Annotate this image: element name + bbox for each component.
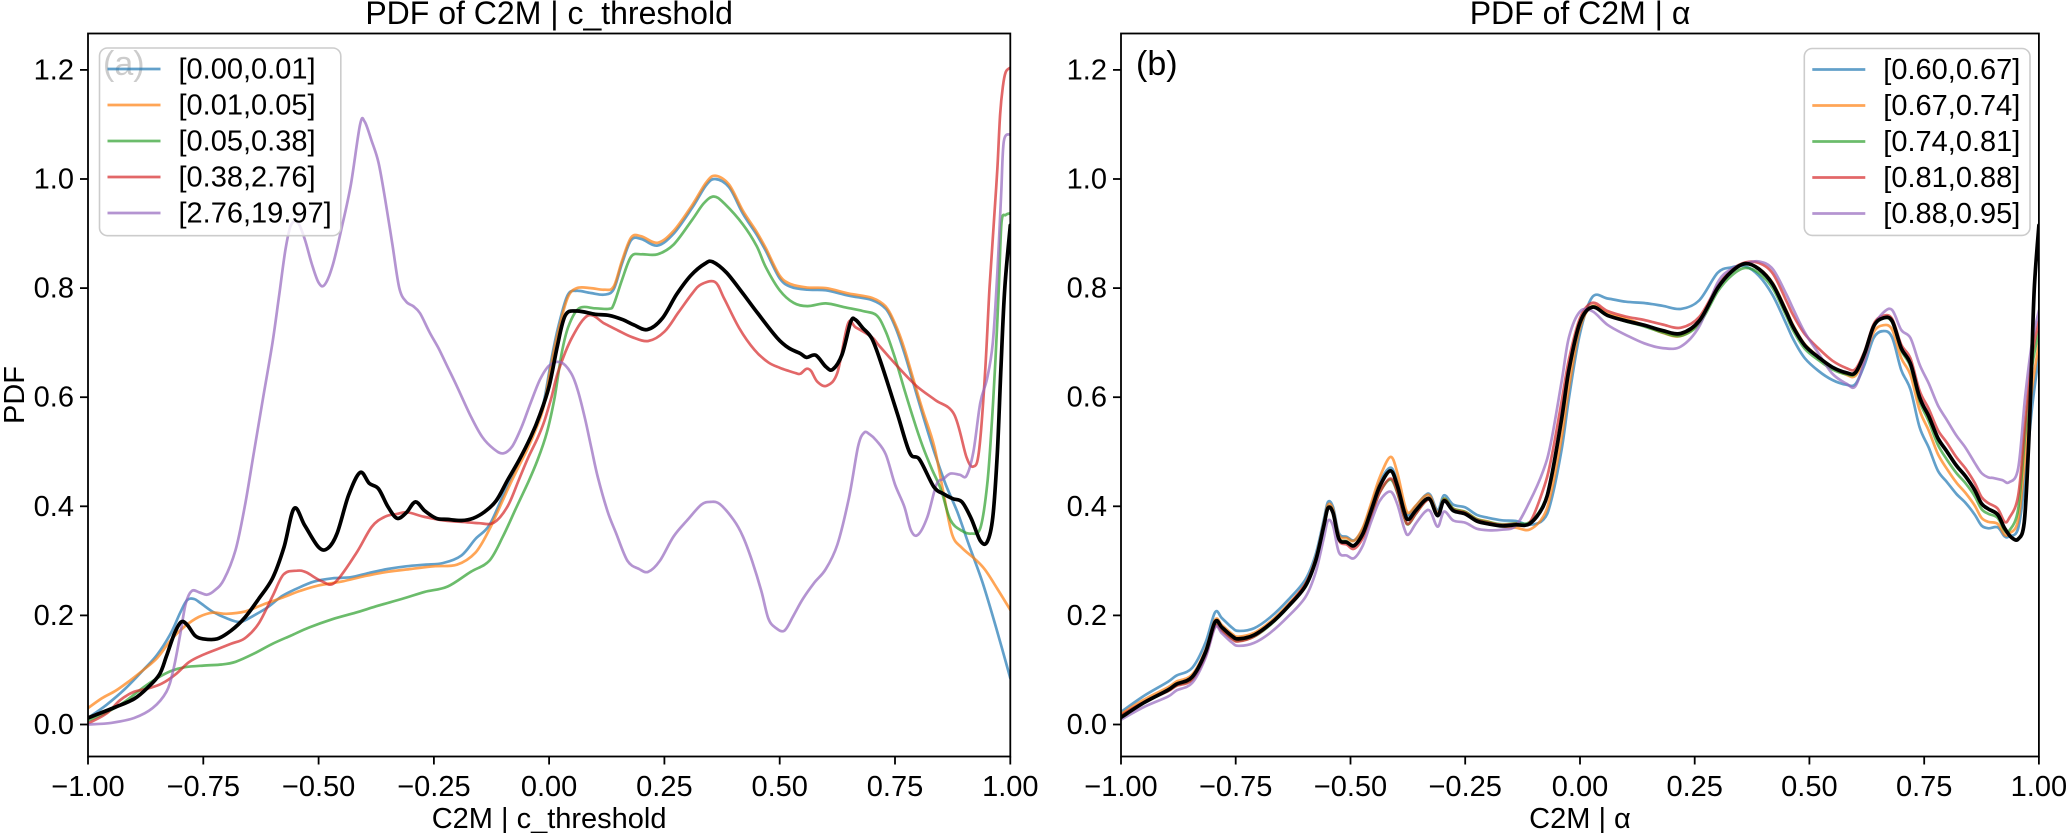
svg-text:[0.88,0.95]: [0.88,0.95]	[1883, 198, 2020, 230]
svg-text:0.50: 0.50	[1781, 771, 1837, 803]
svg-text:[0.67,0.74]: [0.67,0.74]	[1883, 90, 2020, 122]
svg-text:0.8: 0.8	[1067, 273, 1107, 305]
svg-text:1.0: 1.0	[1067, 164, 1107, 196]
svg-text:[0.74,0.81]: [0.74,0.81]	[1883, 126, 2020, 158]
svg-text:−0.25: −0.25	[397, 771, 470, 803]
svg-text:0.2: 0.2	[34, 600, 74, 632]
svg-text:0.75: 0.75	[1896, 771, 1952, 803]
svg-text:0.25: 0.25	[636, 771, 692, 803]
svg-text:1.2: 1.2	[1067, 54, 1107, 86]
svg-text:0.50: 0.50	[751, 771, 807, 803]
svg-text:(b): (b)	[1136, 45, 1178, 83]
svg-text:−0.50: −0.50	[1314, 771, 1387, 803]
svg-text:PDF of C2M | α: PDF of C2M | α	[1470, 0, 1691, 31]
svg-text:[0.81,0.88]: [0.81,0.88]	[1883, 162, 2020, 194]
svg-text:1.2: 1.2	[34, 54, 74, 86]
svg-text:PDF: PDF	[0, 366, 31, 424]
svg-text:0.25: 0.25	[1666, 771, 1722, 803]
svg-text:0.0: 0.0	[1067, 709, 1107, 741]
svg-text:−1.00: −1.00	[51, 771, 124, 803]
svg-text:PDF of C2M | c_threshold: PDF of C2M | c_threshold	[365, 0, 733, 31]
svg-text:[2.76,19.97]: [2.76,19.97]	[179, 198, 332, 230]
svg-text:0.00: 0.00	[1552, 771, 1608, 803]
svg-text:0.75: 0.75	[867, 771, 923, 803]
svg-text:0.4: 0.4	[1067, 491, 1107, 523]
svg-text:0.0: 0.0	[34, 709, 74, 741]
svg-text:[0.01,0.05]: [0.01,0.05]	[179, 90, 316, 122]
svg-text:C2M | α: C2M | α	[1529, 803, 1631, 833]
svg-text:−0.75: −0.75	[167, 771, 240, 803]
svg-text:[0.60,0.67]: [0.60,0.67]	[1883, 54, 2020, 86]
svg-text:1.00: 1.00	[2011, 771, 2067, 803]
svg-text:1.00: 1.00	[982, 771, 1038, 803]
svg-text:0.00: 0.00	[521, 771, 577, 803]
svg-text:−1.00: −1.00	[1084, 771, 1157, 803]
svg-text:[0.38,2.76]: [0.38,2.76]	[179, 162, 316, 194]
svg-text:0.2: 0.2	[1067, 600, 1107, 632]
svg-text:0.8: 0.8	[34, 273, 74, 305]
svg-text:0.6: 0.6	[1067, 382, 1107, 414]
svg-text:0.4: 0.4	[34, 491, 74, 523]
svg-text:[0.05,0.38]: [0.05,0.38]	[179, 126, 316, 158]
svg-text:0.6: 0.6	[34, 382, 74, 414]
svg-text:−0.25: −0.25	[1429, 771, 1502, 803]
svg-text:−0.50: −0.50	[282, 771, 355, 803]
svg-text:[0.00,0.01]: [0.00,0.01]	[179, 54, 316, 86]
svg-text:C2M | c_threshold: C2M | c_threshold	[432, 803, 667, 833]
svg-text:−0.75: −0.75	[1199, 771, 1272, 803]
svg-text:1.0: 1.0	[34, 164, 74, 196]
